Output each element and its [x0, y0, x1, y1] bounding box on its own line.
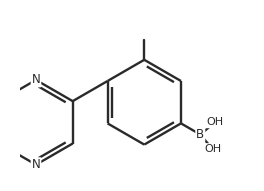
Text: N: N	[32, 74, 40, 87]
Text: OH: OH	[204, 144, 221, 154]
Text: OH: OH	[206, 117, 223, 127]
Text: N: N	[32, 158, 40, 171]
Text: B: B	[196, 128, 204, 141]
